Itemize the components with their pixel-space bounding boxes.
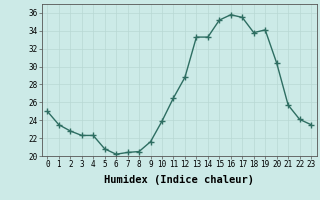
X-axis label: Humidex (Indice chaleur): Humidex (Indice chaleur) — [104, 175, 254, 185]
